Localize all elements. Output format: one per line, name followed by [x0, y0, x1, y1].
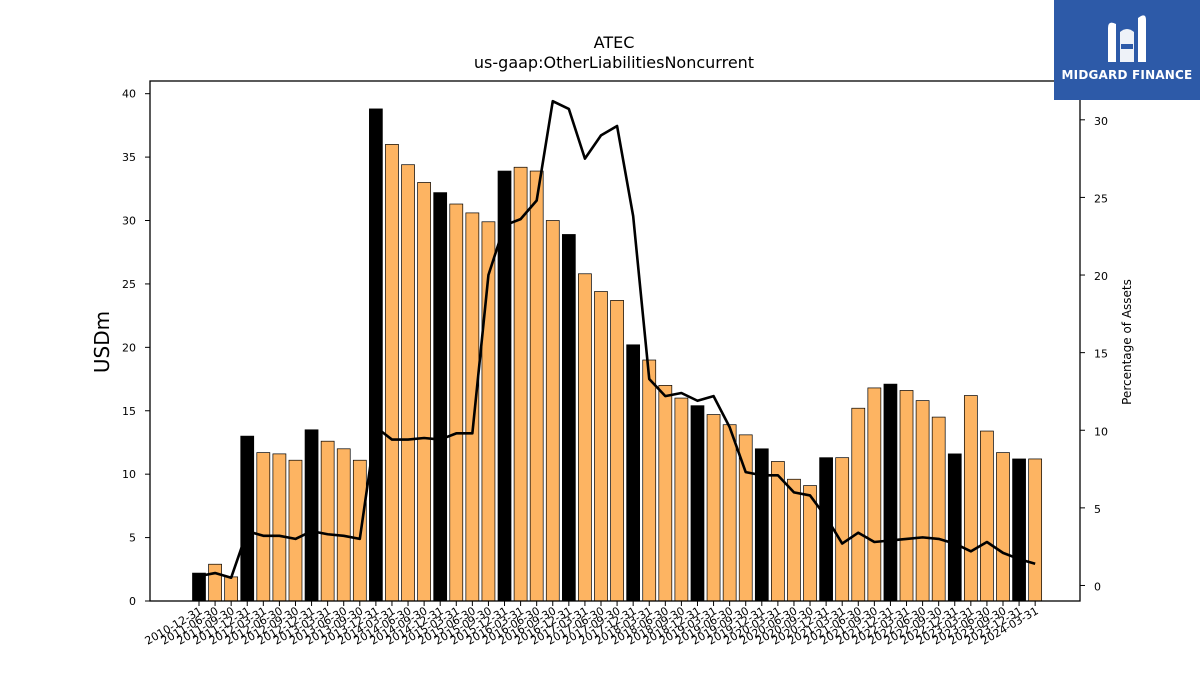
- chart-subtitle: us-gaap:OtherLiabilitiesNoncurrent: [474, 53, 754, 72]
- bar: [449, 203, 464, 602]
- logo-text: MIDGARD FINANCE: [1061, 68, 1193, 82]
- bar: [658, 385, 673, 602]
- bar: [401, 164, 415, 602]
- bar: [931, 416, 946, 602]
- bar: [465, 212, 480, 602]
- bar: [867, 387, 882, 602]
- bar: [304, 429, 319, 602]
- bar: [722, 424, 737, 602]
- bar: [706, 414, 721, 602]
- y2-tick-label: 10: [1094, 425, 1108, 438]
- bar: [610, 300, 624, 602]
- line-layer: [198, 99, 1036, 580]
- y-tick-label: 0: [129, 595, 136, 608]
- y-tick-label: 20: [122, 341, 136, 354]
- bar: [336, 448, 351, 602]
- y2-axis-label: Percentage of Assets: [1120, 279, 1134, 405]
- y2-tick-label: 15: [1094, 348, 1108, 361]
- bar: [915, 400, 930, 602]
- bar: [256, 452, 271, 602]
- y-tick-label: 5: [129, 532, 136, 545]
- y-tick-label: 40: [122, 88, 136, 101]
- y-tick-label: 25: [122, 278, 136, 291]
- bar: [754, 448, 769, 602]
- bar: [947, 453, 962, 602]
- y2-tick-label: 5: [1094, 503, 1101, 516]
- bar: [787, 478, 801, 602]
- left-axis: 0 5 10 15 20 25 30 35 40: [122, 88, 150, 608]
- bar: [980, 430, 994, 602]
- logo-mark-icon: [1108, 15, 1146, 63]
- bar: [369, 108, 383, 602]
- y-tick-label: 30: [122, 215, 136, 228]
- chart-title: ATEC: [594, 33, 635, 52]
- bar: [771, 461, 785, 602]
- bar: [561, 234, 576, 602]
- bar: [433, 192, 448, 602]
- bar: [883, 383, 898, 602]
- y2-tick-label: 0: [1094, 580, 1101, 593]
- bar: [594, 291, 608, 602]
- bar: [642, 359, 657, 602]
- bar: [578, 273, 592, 602]
- right-axis: 0 5 10 15 20 25 30: [1080, 115, 1108, 593]
- bar: [272, 453, 287, 602]
- y2-tick-label: 25: [1094, 192, 1108, 205]
- bar: [529, 170, 544, 602]
- bar: [545, 220, 560, 602]
- bars-layer: [192, 108, 1043, 602]
- bar: [996, 452, 1010, 602]
- y-axis-label: USDm: [90, 311, 114, 373]
- bar: [835, 457, 850, 602]
- y-tick-label: 35: [122, 151, 136, 164]
- bar: [208, 563, 222, 602]
- bar: [674, 397, 689, 602]
- bar: [899, 390, 914, 602]
- bar: [385, 144, 399, 602]
- percentage-line: [198, 99, 1036, 580]
- bar: [626, 344, 641, 602]
- x-axis: 2010-12-312011-06-302011-09-302011-12-31…: [143, 601, 1041, 648]
- bar: [1012, 458, 1026, 602]
- bar: [417, 182, 431, 602]
- bar: [819, 457, 833, 602]
- y2-tick-label: 30: [1094, 115, 1108, 128]
- bar: [224, 576, 239, 602]
- bar: [690, 405, 705, 602]
- y-tick-label: 10: [122, 468, 136, 481]
- brand-logo: MIDGARD FINANCE: [1054, 0, 1200, 100]
- bar: [513, 166, 528, 602]
- bar: [288, 459, 303, 602]
- bar: [851, 407, 866, 602]
- bar: [1028, 458, 1043, 602]
- y-tick-label: 15: [122, 405, 136, 418]
- plot-frame: [149, 80, 1081, 602]
- bar: [192, 572, 206, 602]
- bar: [240, 435, 255, 602]
- bar: [963, 395, 978, 602]
- bar: [320, 440, 335, 602]
- y2-tick-label: 20: [1094, 270, 1108, 283]
